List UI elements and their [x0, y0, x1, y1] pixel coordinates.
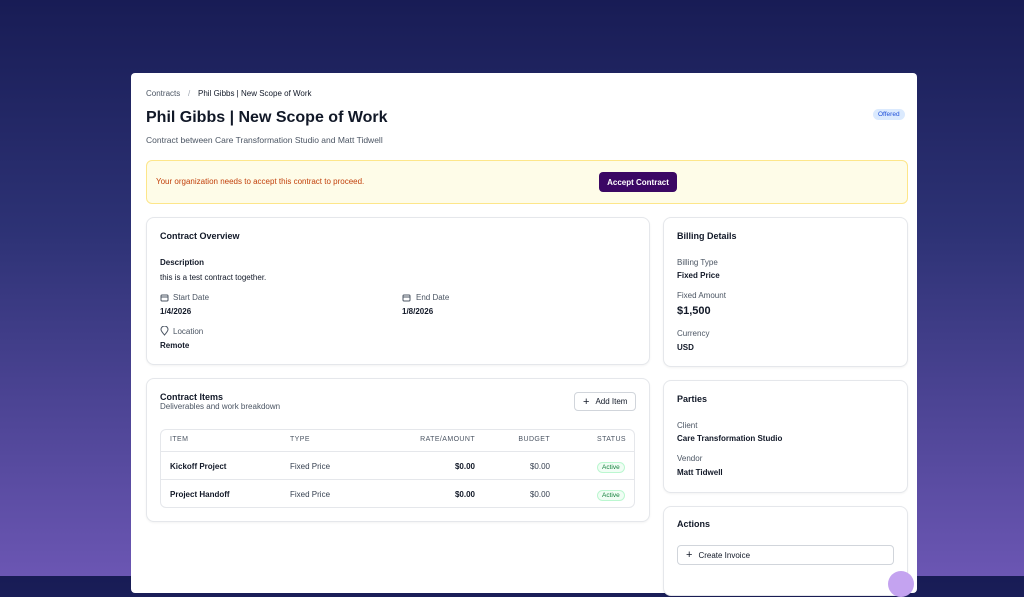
- items-panel: [146, 378, 650, 522]
- row-divider: [161, 451, 634, 452]
- calendar-icon: [402, 294, 411, 302]
- billing-panel: [663, 217, 908, 367]
- breadcrumb-link[interactable]: Contracts: [146, 89, 181, 98]
- table-cell: $0.00: [529, 490, 550, 499]
- column-header: ITEM: [170, 436, 189, 443]
- field-value: 1/8/2026: [402, 307, 434, 316]
- create-invoice-button[interactable]: + Create Invoice: [677, 545, 894, 565]
- alert-message: Your organization needs to accept this c…: [156, 177, 365, 186]
- floating-button[interactable]: [888, 571, 914, 597]
- field-label: Location: [173, 327, 204, 336]
- amount-value: $1,500: [677, 305, 711, 317]
- calendar-icon: [160, 294, 169, 302]
- breadcrumb-separator: /: [188, 89, 191, 98]
- button-label: Add Item: [595, 397, 628, 406]
- panel-subtitle: Deliverables and work breakdown: [160, 402, 281, 411]
- field-label: Currency: [677, 329, 710, 338]
- breadcrumb-current: Phil Gibbs | New Scope of Work: [198, 89, 312, 98]
- field-label: Client: [677, 421, 698, 430]
- table-cell: Kickoff Project: [170, 462, 227, 471]
- table-cell: $0.00: [529, 462, 550, 471]
- field-label: End Date: [416, 293, 450, 302]
- column-header: TYPE: [290, 436, 310, 443]
- panel-title: Contract Items: [160, 392, 224, 402]
- panel-title: Billing Details: [677, 231, 737, 241]
- status-badge: Offered: [873, 109, 905, 120]
- overview-panel: [146, 217, 650, 365]
- field-value: this is a test contract together.: [160, 273, 267, 282]
- parties-panel: [663, 380, 908, 493]
- row-divider: [161, 479, 634, 480]
- field-value: Matt Tidwell: [677, 468, 723, 477]
- panel-title: Contract Overview: [160, 231, 240, 241]
- panel-title: Parties: [677, 394, 708, 404]
- field-value: Remote: [160, 341, 190, 350]
- table-cell: $0.00: [454, 490, 475, 499]
- column-header: STATUS: [597, 436, 626, 443]
- field-label: Description: [160, 258, 205, 267]
- field-label: Billing Type: [677, 258, 718, 267]
- field-label: Vendor: [677, 454, 703, 463]
- page-subtitle: Contract between Care Transformation Stu…: [146, 135, 383, 145]
- add-item-button[interactable]: + Add Item: [574, 392, 636, 411]
- location-icon: [160, 326, 169, 336]
- table-cell: $0.00: [454, 462, 475, 471]
- status-badge: Active: [597, 490, 625, 501]
- page-title: Phil Gibbs | New Scope of Work: [146, 109, 388, 126]
- alert-box: [146, 160, 908, 204]
- accept-button[interactable]: Accept Contract: [599, 172, 677, 192]
- column-header: BUDGET: [518, 436, 550, 443]
- column-header: RATE/AMOUNT: [420, 436, 475, 443]
- field-value: 1/4/2026: [160, 307, 192, 316]
- table-cell: Fixed Price: [290, 462, 331, 471]
- items-table: [160, 429, 635, 508]
- table-cell: Project Handoff: [170, 490, 230, 499]
- panel-title: Actions: [677, 519, 711, 529]
- field-value: Care Transformation Studio: [677, 434, 783, 443]
- field-value: Fixed Price: [677, 271, 720, 280]
- field-label: Start Date: [173, 293, 210, 302]
- field-label: Fixed Amount: [677, 291, 726, 300]
- field-value: USD: [677, 343, 694, 352]
- table-cell: Fixed Price: [290, 490, 331, 499]
- status-badge: Active: [597, 462, 625, 473]
- button-label: Create Invoice: [698, 550, 751, 560]
